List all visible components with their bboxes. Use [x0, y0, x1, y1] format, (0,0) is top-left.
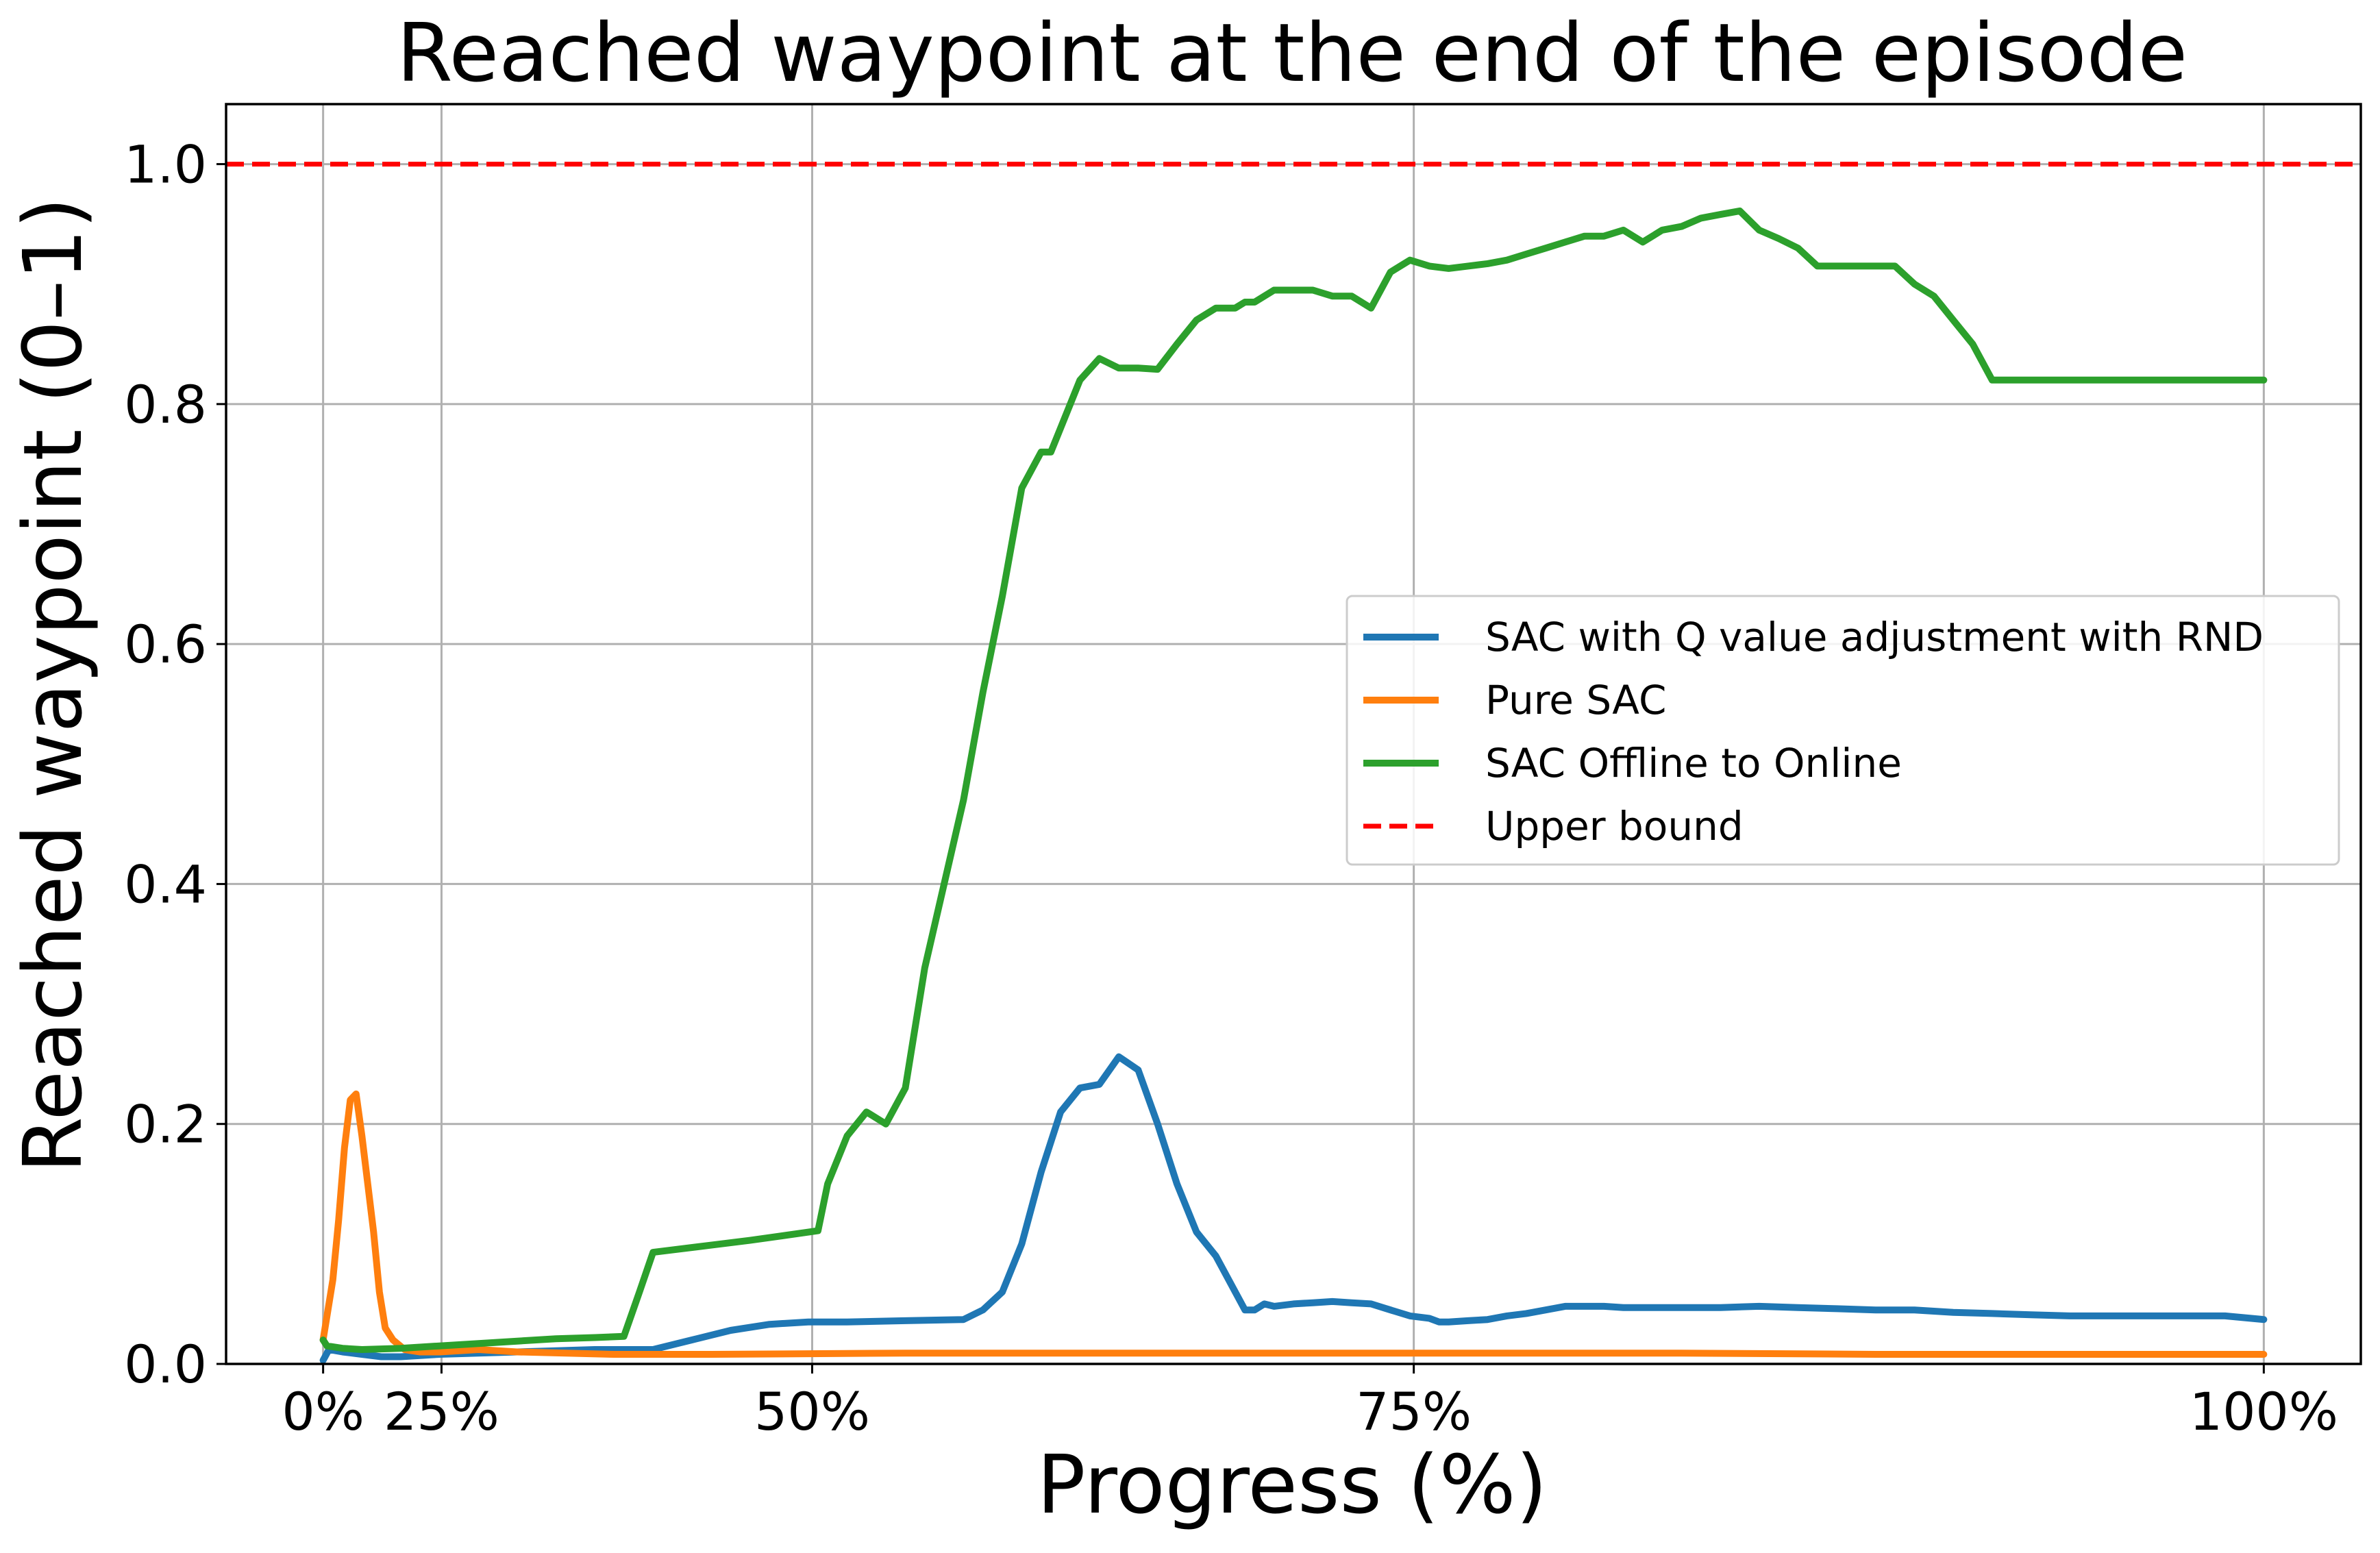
y-tick-label: 0.0 [124, 1334, 207, 1395]
legend-label-sac-offline-to-online: SAC Offline to Online [1485, 740, 1902, 786]
chart-title: Reached waypoint at the end of the episo… [397, 5, 2187, 100]
legend: SAC with Q value adjustment with RND Pure… [1346, 595, 2340, 866]
y-tick-label: 0.8 [124, 374, 207, 435]
y-tick-label: 0.6 [124, 614, 207, 675]
x-tick-label: 50% [754, 1381, 870, 1442]
x-tick-label: 100% [2190, 1381, 2338, 1442]
plot-area-frame [225, 103, 2362, 1365]
x-axis-label: Progress (%) [1037, 1437, 1547, 1532]
y-tick-label: 0.4 [124, 854, 207, 915]
series-line-sac-with-q-value-adjustment-with-rnd [319, 1053, 2268, 1364]
x-tick-label: 25% [384, 1381, 499, 1442]
series-layer [226, 162, 2361, 1364]
legend-label-pure-sac: Pure SAC [1485, 677, 1666, 723]
x-tick-label: 75% [1356, 1381, 1472, 1442]
legend-label-upper-bound: Upper bound [1485, 803, 1744, 849]
series-line-sac-offline-to-online [319, 207, 2268, 1353]
legend-label-sac-with-q-value-adjustment-with-rnd: SAC with Q value adjustment with RND [1485, 614, 2264, 660]
x-tick-label: 0% [282, 1381, 364, 1442]
axis-ticks: 0% 25% 50% 75% 100% 0.0 0.2 0.4 0.6 0.8 1.0 [124, 134, 2338, 1442]
y-axis-label: Reached waypoint (0–1) [5, 197, 100, 1173]
series-line-pure-sac [319, 1090, 2268, 1358]
y-tick-label: 1.0 [124, 134, 207, 195]
legend-box [1346, 595, 2340, 866]
y-tick-label: 0.2 [124, 1094, 207, 1155]
